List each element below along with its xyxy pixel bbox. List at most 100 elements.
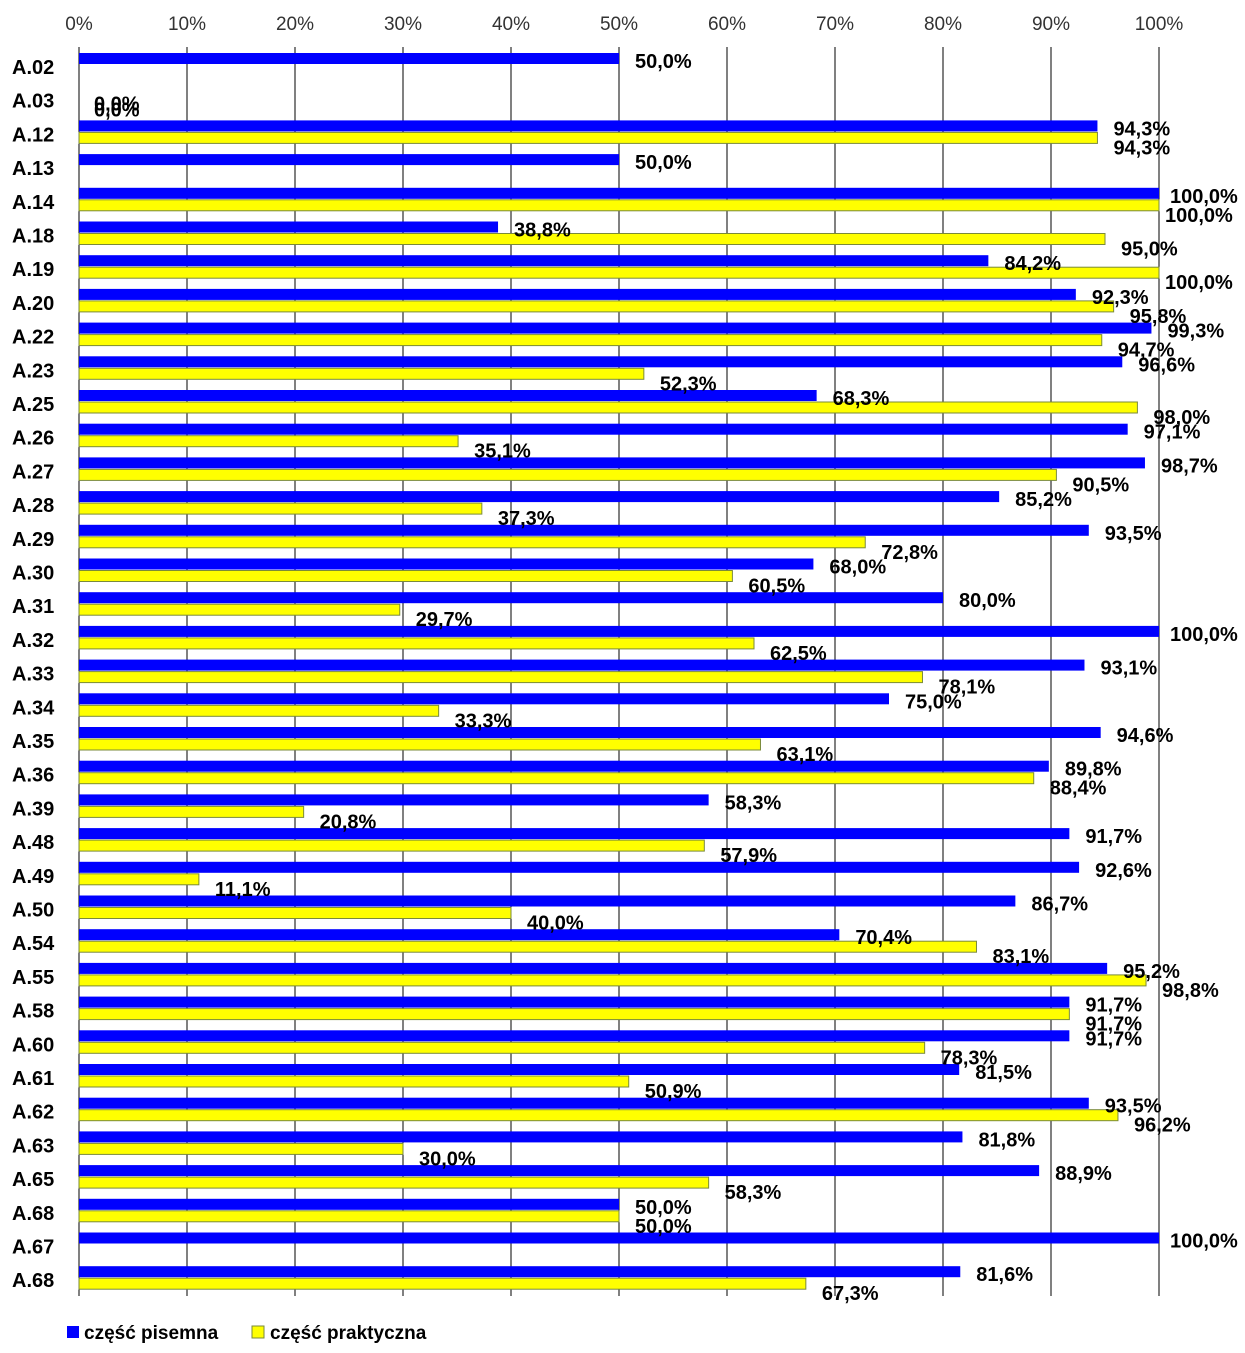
category-label: A.62 <box>12 1102 54 1124</box>
bar-czesc-pisemna <box>79 962 1108 974</box>
data-label-czesc-pisemna: 91,7% <box>1085 826 1142 848</box>
bar-czesc-pisemna <box>79 1131 963 1143</box>
bar-czesc-pisemna <box>79 457 1145 469</box>
data-label-czesc-praktyczna: 78,1% <box>938 677 995 699</box>
category-label: A.60 <box>12 1034 54 1056</box>
bar-czesc-pisemna <box>79 524 1089 536</box>
bar-czesc-pisemna <box>79 356 1123 368</box>
data-label-czesc-praktyczna: 57,9% <box>720 845 777 867</box>
category-label: A.58 <box>12 1001 54 1023</box>
bar-czesc-pisemna <box>79 659 1085 671</box>
bar-czesc-praktyczna <box>78 772 1035 785</box>
data-label-czesc-praktyczna: 62,5% <box>770 643 827 665</box>
data-label-czesc-pisemna: 81,8% <box>978 1129 1035 1151</box>
data-label-czesc-praktyczna: 20,8% <box>320 811 377 833</box>
data-label-czesc-pisemna: 75,0% <box>905 691 962 713</box>
bar-czesc-pisemna <box>79 288 1076 300</box>
data-label-czesc-pisemna: 81,5% <box>975 1062 1032 1084</box>
bar-czesc-pisemna <box>79 1030 1070 1042</box>
bar-czesc-praktyczna <box>78 1210 620 1223</box>
category-label: A.48 <box>12 832 54 854</box>
data-label-czesc-praktyczna: 50,9% <box>645 1081 702 1103</box>
bar-czesc-pisemna <box>79 53 619 64</box>
legend-swatch-czesc-pisemna <box>67 1326 79 1338</box>
category-label: A.12 <box>12 124 54 146</box>
data-label-czesc-praktyczna: 58,3% <box>725 1182 782 1204</box>
bar-czesc-pisemna <box>79 120 1098 132</box>
bar-czesc-praktyczna <box>78 1109 1119 1122</box>
bar-czesc-pisemna <box>79 255 989 267</box>
bar-czesc-pisemna <box>79 423 1128 435</box>
category-label: A.26 <box>12 428 54 450</box>
data-label-czesc-pisemna: 91,7% <box>1085 995 1142 1017</box>
data-label-czesc-pisemna: 70,4% <box>855 927 912 949</box>
bar-czesc-praktyczna <box>78 839 705 852</box>
bar-czesc-pisemna <box>79 1232 1159 1244</box>
data-label-czesc-pisemna: 80,0% <box>959 590 1016 612</box>
category-label: A.30 <box>12 563 54 585</box>
category-label: A.34 <box>12 697 55 719</box>
data-label-czesc-praktyczna: 91,7% <box>1085 1014 1142 1036</box>
bar-czesc-praktyczna <box>78 435 459 448</box>
bar-czesc-pisemna <box>79 794 709 806</box>
bar-czesc-pisemna <box>79 221 499 233</box>
bar-czesc-pisemna <box>79 828 1070 840</box>
data-label-czesc-pisemna: 93,5% <box>1105 523 1162 545</box>
bar-czesc-praktyczna <box>78 805 305 818</box>
bar-czesc-praktyczna <box>78 603 401 616</box>
category-label: A.50 <box>12 900 54 922</box>
bar-czesc-pisemna <box>79 1097 1089 1109</box>
data-label-czesc-pisemna: 94,3% <box>1113 118 1170 140</box>
data-label-czesc-praktyczna: 67,3% <box>822 1283 879 1305</box>
bar-czesc-praktyczna <box>78 974 1147 987</box>
data-label-czesc-pisemna: 85,2% <box>1015 489 1072 511</box>
bar-czesc-praktyczna <box>78 704 440 717</box>
category-label: A.33 <box>12 664 54 686</box>
bars <box>78 53 1160 1290</box>
x-tick-label: 0% <box>65 14 93 35</box>
bar-czesc-pisemna <box>79 390 817 401</box>
data-label-czesc-praktyczna: 50,0% <box>635 1216 692 1238</box>
data-label-czesc-praktyczna: 95,8% <box>1130 306 1187 328</box>
bar-czesc-praktyczna <box>78 907 512 919</box>
category-label: A.29 <box>12 529 54 551</box>
data-label-czesc-pisemna: 95,2% <box>1123 961 1180 983</box>
category-label: A.02 <box>12 57 54 79</box>
bar-czesc-praktyczna <box>78 1008 1070 1021</box>
category-label: A.23 <box>12 360 54 382</box>
legend-swatch-czesc-praktyczna <box>251 1325 265 1339</box>
x-tick-label: 50% <box>600 14 638 35</box>
bar-czesc-praktyczna <box>78 367 645 380</box>
x-tick-label: 80% <box>924 14 962 35</box>
x-tick-label: 30% <box>384 14 422 35</box>
category-label: A.03 <box>12 91 54 113</box>
bar-czesc-praktyczna <box>78 131 1098 144</box>
bar-czesc-praktyczna <box>78 570 733 582</box>
bar-czesc-pisemna <box>79 1198 619 1210</box>
data-label-czesc-praktyczna: 94,7% <box>1118 340 1175 362</box>
data-label-czesc-praktyczna: 83,1% <box>992 946 1049 968</box>
x-tick-label: 70% <box>816 14 854 35</box>
bar-czesc-praktyczna <box>78 266 1160 279</box>
bar-czesc-pisemna <box>79 895 1016 907</box>
x-tick-label: 20% <box>276 14 314 35</box>
data-label-czesc-praktyczna: 96,2% <box>1134 1115 1191 1137</box>
bar-czesc-pisemna <box>79 491 1000 503</box>
data-label-czesc-praktyczna: 78,3% <box>941 1047 998 1069</box>
data-label-czesc-praktyczna: 72,8% <box>881 542 938 564</box>
category-label: A.55 <box>12 967 54 989</box>
data-label-czesc-praktyczna: 100,0% <box>1165 272 1233 294</box>
x-tick-label: 10% <box>168 14 206 35</box>
bar-czesc-praktyczna <box>78 468 1057 481</box>
data-label-czesc-praktyczna: 33,3% <box>455 710 512 732</box>
category-label: A.25 <box>12 394 54 416</box>
bar-czesc-praktyczna <box>78 1075 630 1088</box>
category-label: A.31 <box>12 596 54 618</box>
data-label-czesc-pisemna: 86,7% <box>1031 894 1088 916</box>
bar-czesc-praktyczna <box>78 738 761 751</box>
category-label: A.61 <box>12 1068 54 1090</box>
bar-czesc-pisemna <box>79 929 840 941</box>
data-label-czesc-pisemna: 68,3% <box>833 388 890 410</box>
